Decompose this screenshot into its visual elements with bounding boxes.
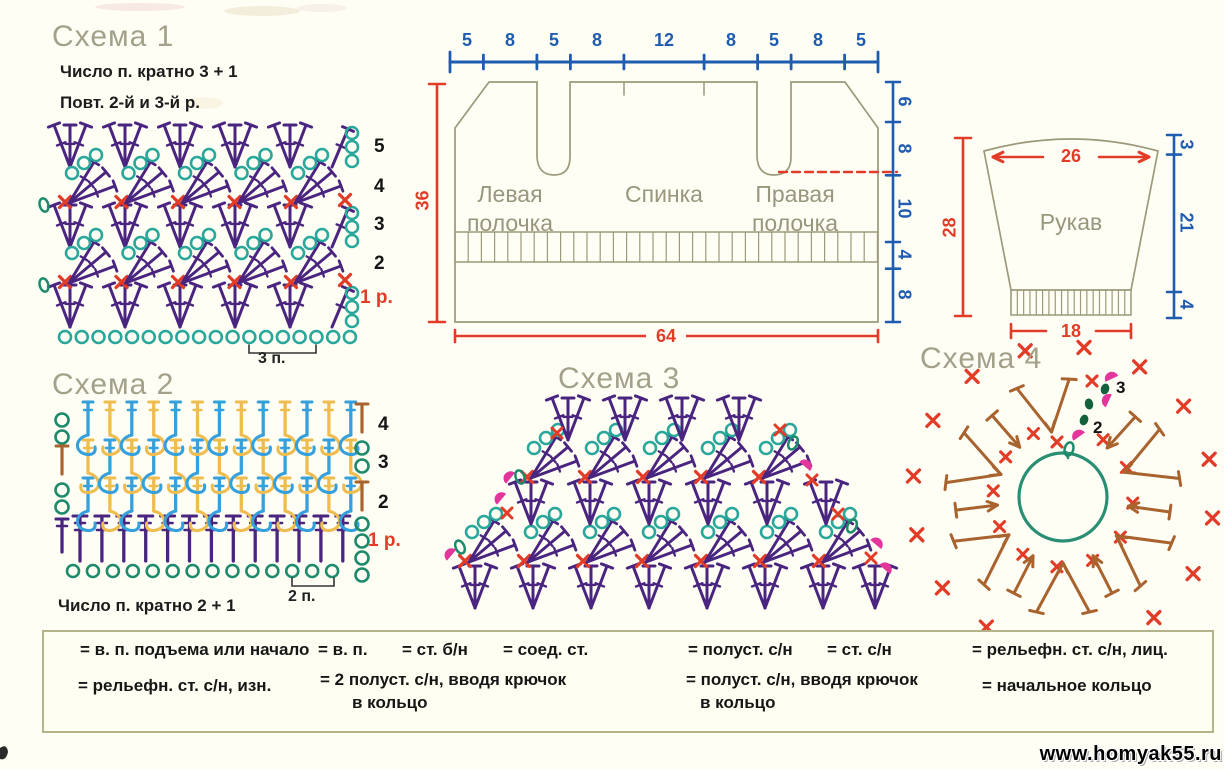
legend-hdc-text: = полуст. с/н bbox=[688, 640, 793, 659]
scheme1-row-label-4: 4 bbox=[374, 176, 385, 197]
scheme2-row-label-2: 2 bbox=[378, 492, 389, 513]
garment-right-seg-2: 10 bbox=[894, 198, 915, 219]
garment-schematic bbox=[427, 50, 902, 344]
scan-artifacts bbox=[0, 3, 347, 760]
scheme4-round-label-2: 2 bbox=[1093, 418, 1103, 437]
garment-label-right-front: Правая полочка bbox=[751, 181, 839, 236]
scheme4-round-label-3: 3 bbox=[1116, 378, 1126, 397]
garment-right-seg-1: 8 bbox=[894, 143, 915, 154]
garment-right-seg-3: 4 bbox=[894, 249, 915, 260]
legend-ring-text: = начальное кольцо bbox=[982, 676, 1152, 695]
legend-box bbox=[42, 630, 1214, 733]
garment-top-seg-7: 8 bbox=[812, 30, 823, 50]
legend-hdc-ring-text-line1: = полуст. с/н, вводя крючок bbox=[686, 670, 918, 689]
garment-top-seg-6: 5 bbox=[768, 30, 779, 50]
sleeve-right-seg-0: 3 bbox=[1176, 139, 1197, 150]
sleeve-schematic bbox=[953, 133, 1183, 340]
scheme4-diagram bbox=[905, 339, 1221, 655]
sleeve-top-width: 26 bbox=[1060, 146, 1082, 166]
garment-height-label: 36 bbox=[412, 190, 433, 211]
garment-top-seg-4: 12 bbox=[653, 30, 675, 50]
scheme1-title: Схема 1 bbox=[52, 20, 175, 53]
scheme2-bracket-label: 2 п. bbox=[288, 588, 316, 605]
scheme3-title: Схема 3 bbox=[558, 362, 681, 395]
scheme1-bracket-label: 3 п. bbox=[258, 350, 286, 367]
sleeve-right-seg-2: 4 bbox=[1176, 299, 1197, 310]
garment-label-left-front: Левая полочка bbox=[466, 181, 554, 236]
scheme1-diagram bbox=[38, 121, 360, 354]
garment-top-seg-0: 5 bbox=[461, 30, 472, 50]
legend-dc-text: = ст. с/н bbox=[827, 640, 892, 659]
scheme1-row-label-5: 5 bbox=[374, 136, 385, 157]
scheme1-row-label-2: 2 bbox=[374, 253, 385, 274]
scheme2-row-label-3: 3 bbox=[378, 452, 389, 473]
sleeve-right-seg-1: 21 bbox=[1176, 212, 1197, 233]
legend-sc-text: = ст. б/н bbox=[402, 640, 468, 659]
garment-label-back: Спинка bbox=[625, 181, 703, 207]
scheme3-diagram bbox=[444, 394, 899, 610]
garment-top-seg-3: 8 bbox=[591, 30, 602, 50]
garment-right-seg-0: 6 bbox=[894, 96, 915, 107]
garment-top-seg-8: 5 bbox=[855, 30, 866, 50]
legend-chain-text: = в. п. bbox=[318, 640, 368, 659]
scheme2-diagram bbox=[54, 400, 370, 587]
scheme2-title: Схема 2 bbox=[52, 368, 175, 401]
sleeve-bottom-width: 18 bbox=[1060, 321, 1082, 341]
scheme1-row-label-1: 1 р. bbox=[360, 287, 393, 308]
legend-2hdc-ring-text-line1: = 2 полуст. с/н, вводя крючок bbox=[320, 670, 567, 689]
garment-top-seg-2: 5 bbox=[548, 30, 559, 50]
sleeve-height: 28 bbox=[939, 217, 960, 238]
legend-relief-back-text: = рельефн. ст. с/н, изн. bbox=[78, 676, 272, 695]
scheme1-note2: Повт. 2-й и 3-й р. bbox=[60, 93, 200, 112]
scheme2-row-label-1: 1 р. bbox=[368, 530, 401, 551]
legend-slip-text: = соед. ст. bbox=[503, 640, 589, 659]
scheme2-row-label-4: 4 bbox=[378, 414, 389, 435]
garment-width-label: 64 bbox=[646, 326, 686, 347]
garment-top-seg-1: 8 bbox=[504, 30, 515, 50]
garment-top-seg-5: 8 bbox=[725, 30, 736, 50]
scheme1-row-label-3: 3 bbox=[374, 214, 385, 235]
scheme4-title: Схема 4 bbox=[920, 342, 1043, 375]
legend-hdc-ring-text-line2: в кольцо bbox=[700, 693, 776, 712]
sleeve-label: Рукав bbox=[1039, 209, 1103, 235]
legend-2hdc-ring-text-line2: в кольцо bbox=[352, 693, 428, 712]
garment-right-seg-4: 8 bbox=[894, 289, 915, 300]
watermark: www.homyak55.ru bbox=[1039, 743, 1222, 765]
scheme1-note1: Число п. кратно 3 + 1 bbox=[60, 62, 238, 81]
scheme2-note: Число п. кратно 2 + 1 bbox=[58, 596, 236, 615]
legend-chain-start-text: = в. п. подъема или начало bbox=[80, 640, 310, 659]
legend-relief-front-text: = рельефн. ст. с/н, лиц. bbox=[972, 640, 1168, 659]
